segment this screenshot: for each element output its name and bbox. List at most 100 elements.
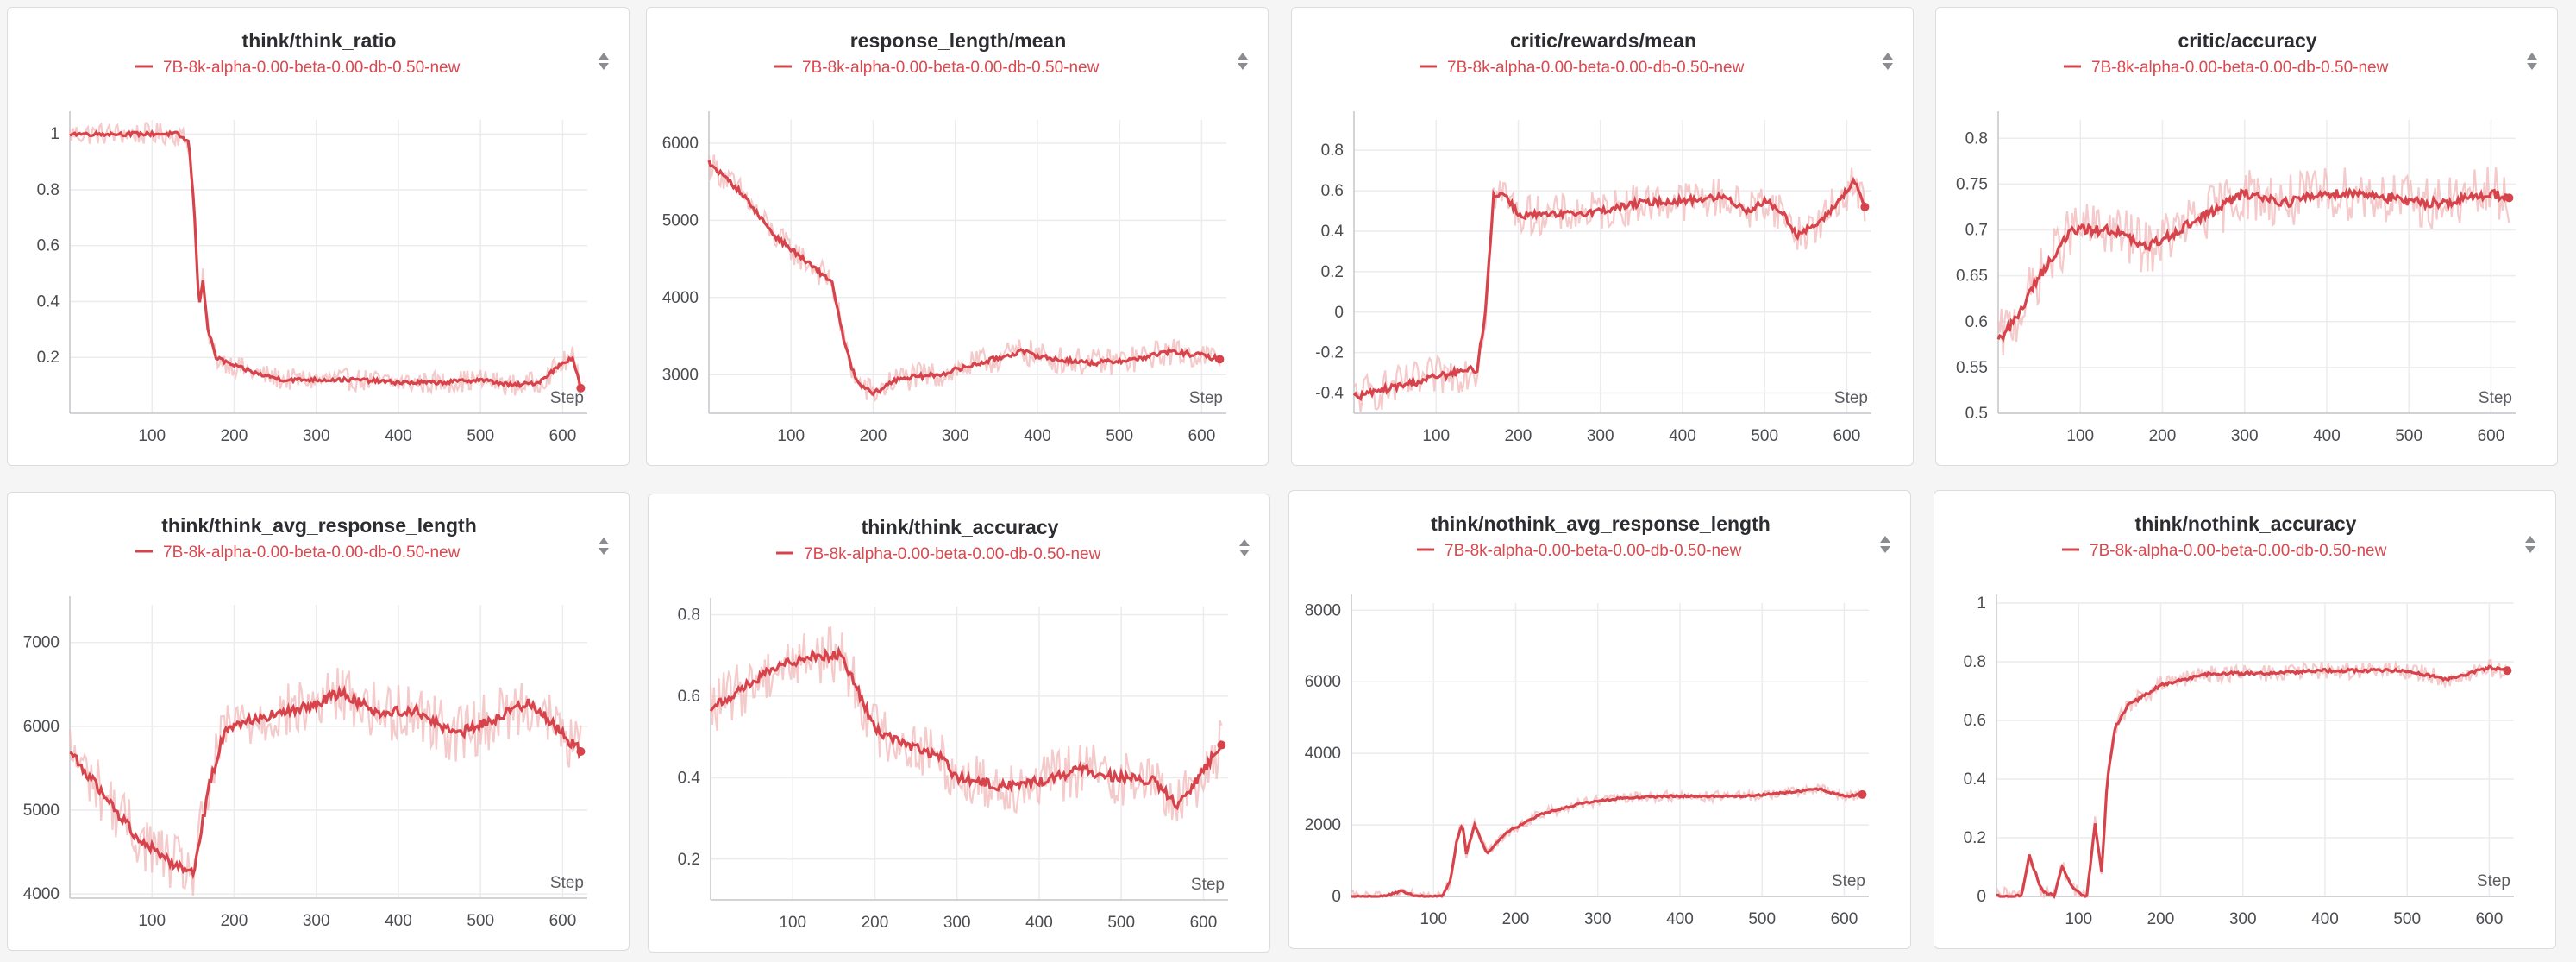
chart-panel-critic-rewards-mean: critic/rewards/mean 7B-8k-alpha-0.00-beta… <box>1291 7 1914 466</box>
legend-label: 7B-8k-alpha-0.00-beta-0.00-db-0.50-new <box>804 545 1101 563</box>
chart-critic-rewards-mean: critic/rewards/mean 7B-8k-alpha-0.00-beta… <box>1315 29 1893 445</box>
x-tick-label: 100 <box>2065 910 2092 928</box>
legend-label: 7B-8k-alpha-0.00-beta-0.00-db-0.50-new <box>163 59 461 77</box>
x-tick-label: 100 <box>138 912 166 930</box>
chart-panel-think-accuracy: think/think_accuracy 7B-8k-alpha-0.00-bet… <box>648 494 1270 953</box>
x-tick-label: 200 <box>221 912 248 930</box>
x-tick-label: 600 <box>549 427 577 445</box>
y-tick-label: 0.2 <box>1964 829 1986 847</box>
x-tick-label: 500 <box>1748 910 1776 928</box>
raw-series-line <box>707 154 1221 403</box>
x-tick-label: 100 <box>777 427 805 445</box>
x-tick-label: 600 <box>1831 910 1858 928</box>
x-tick-label: 500 <box>2395 427 2422 445</box>
chart-title: response_length/mean <box>850 29 1067 52</box>
x-tick-label: 300 <box>1587 427 1614 445</box>
raw-series-line <box>68 122 581 396</box>
smoothed-series-line[interactable] <box>1351 787 1864 898</box>
legend[interactable]: 7B-8k-alpha-0.00-beta-0.00-db-0.50-new <box>2064 59 2389 77</box>
chart-panel-critic-accuracy: critic/accuracy 7B-8k-alpha-0.00-beta-0.0… <box>1935 7 2558 466</box>
y-tick-label: 0.4 <box>678 769 701 787</box>
up-down-sort-icon[interactable] <box>1883 53 1893 70</box>
x-tick-label: 400 <box>1669 427 1696 445</box>
y-tick-label: 0.8 <box>678 606 700 624</box>
series-end-point[interactable] <box>1858 789 1867 799</box>
y-tick-label: 4000 <box>23 885 60 903</box>
legend[interactable]: 7B-8k-alpha-0.00-beta-0.00-db-0.50-new <box>2062 542 2387 560</box>
up-down-sort-icon[interactable] <box>1880 536 1890 553</box>
x-axis-label: Step <box>2477 872 2510 890</box>
series-end-point[interactable] <box>2503 666 2512 676</box>
x-tick-label: 300 <box>2229 910 2257 928</box>
x-axis-label: Step <box>1832 872 1865 890</box>
up-down-sort-icon[interactable] <box>2527 53 2537 70</box>
smoothed-series-line[interactable] <box>1352 176 1865 402</box>
x-tick-label: 300 <box>1584 910 1612 928</box>
up-down-sort-icon[interactable] <box>2525 536 2535 553</box>
legend[interactable]: 7B-8k-alpha-0.00-beta-0.00-db-0.50-new <box>1417 542 1742 560</box>
raw-series-line <box>709 626 1223 822</box>
chart-response-length-mean: response_length/mean 7B-8k-alpha-0.00-bet… <box>662 29 1248 445</box>
series-end-point[interactable] <box>576 383 586 393</box>
x-tick-label: 100 <box>2066 427 2094 445</box>
legend-label: 7B-8k-alpha-0.00-beta-0.00-db-0.50-new <box>2091 59 2389 77</box>
y-tick-label: 0.2 <box>678 851 700 869</box>
x-tick-label: 200 <box>860 427 887 445</box>
x-tick-label: 600 <box>549 912 577 930</box>
x-tick-label: 200 <box>221 427 248 445</box>
up-down-sort-icon[interactable] <box>599 538 609 555</box>
chart-nothink-avg-response-length: think/nothink_avg_response_length 7B-8k-a… <box>1305 512 1890 928</box>
y-tick-label: 0.55 <box>1956 359 1988 377</box>
x-tick-label: 100 <box>1422 427 1450 445</box>
x-axis-label: Step <box>550 389 584 407</box>
y-tick-label: 0.4 <box>1964 770 1987 789</box>
chart-title: think/think_ratio <box>242 29 397 52</box>
legend[interactable]: 7B-8k-alpha-0.00-beta-0.00-db-0.50-new <box>135 59 461 77</box>
series-end-point[interactable] <box>1215 355 1225 364</box>
legend[interactable]: 7B-8k-alpha-0.00-beta-0.00-db-0.50-new <box>776 545 1101 563</box>
x-tick-label: 400 <box>1025 914 1053 932</box>
smoothed-series-line[interactable] <box>1996 186 2510 343</box>
up-down-sort-icon[interactable] <box>599 53 609 70</box>
up-down-sort-icon[interactable] <box>1238 53 1248 70</box>
x-tick-label: 500 <box>1751 427 1778 445</box>
y-tick-label: 0 <box>1332 888 1341 906</box>
x-tick-label: 600 <box>1190 914 1218 932</box>
x-tick-label: 500 <box>1107 914 1135 932</box>
chart-critic-accuracy: critic/accuracy 7B-8k-alpha-0.00-beta-0.0… <box>1956 29 2537 445</box>
up-down-sort-icon[interactable] <box>1239 539 1250 556</box>
y-tick-label: 4000 <box>1305 745 1341 763</box>
raw-series-line <box>1996 167 2510 356</box>
series-end-point[interactable] <box>576 747 586 756</box>
legend[interactable]: 7B-8k-alpha-0.00-beta-0.00-db-0.50-new <box>135 544 461 562</box>
smoothed-series-line[interactable] <box>69 684 582 880</box>
raw-series-line <box>1353 167 1866 412</box>
smoothed-series-line[interactable] <box>707 160 1221 397</box>
x-tick-label: 300 <box>942 427 969 445</box>
x-tick-label: 100 <box>1420 910 1447 928</box>
y-tick-label: 5000 <box>662 211 699 229</box>
series-end-point[interactable] <box>1217 740 1226 750</box>
y-tick-label: 0.6 <box>1321 182 1344 200</box>
x-tick-label: 600 <box>2478 427 2505 445</box>
y-tick-label: 1 <box>50 125 60 143</box>
chart-title: critic/rewards/mean <box>1510 29 1696 52</box>
x-tick-label: 100 <box>138 427 166 445</box>
chart-panel-think-ratio: think/think_ratio 7B-8k-alpha-0.00-beta-0… <box>7 7 630 466</box>
legend-label: 7B-8k-alpha-0.00-beta-0.00-db-0.50-new <box>2090 542 2387 560</box>
legend[interactable]: 7B-8k-alpha-0.00-beta-0.00-db-0.50-new <box>774 59 1100 77</box>
y-tick-label: 6000 <box>23 718 60 736</box>
x-tick-label: 400 <box>2311 910 2339 928</box>
legend-label: 7B-8k-alpha-0.00-beta-0.00-db-0.50-new <box>1445 542 1742 560</box>
legend[interactable]: 7B-8k-alpha-0.00-beta-0.00-db-0.50-new <box>1420 59 1745 77</box>
x-tick-label: 400 <box>385 912 412 930</box>
series-end-point[interactable] <box>2504 193 2514 203</box>
chart-title: think/nothink_accuracy <box>2135 512 2357 535</box>
x-tick-label: 500 <box>1106 427 1133 445</box>
x-tick-label: 200 <box>1502 910 1530 928</box>
smoothed-series-line[interactable] <box>709 645 1223 811</box>
series-end-point[interactable] <box>1860 202 1870 211</box>
smoothed-series-line[interactable] <box>69 129 582 389</box>
smoothed-series-line[interactable] <box>1996 664 2509 900</box>
y-tick-label: 0.65 <box>1956 267 1988 286</box>
